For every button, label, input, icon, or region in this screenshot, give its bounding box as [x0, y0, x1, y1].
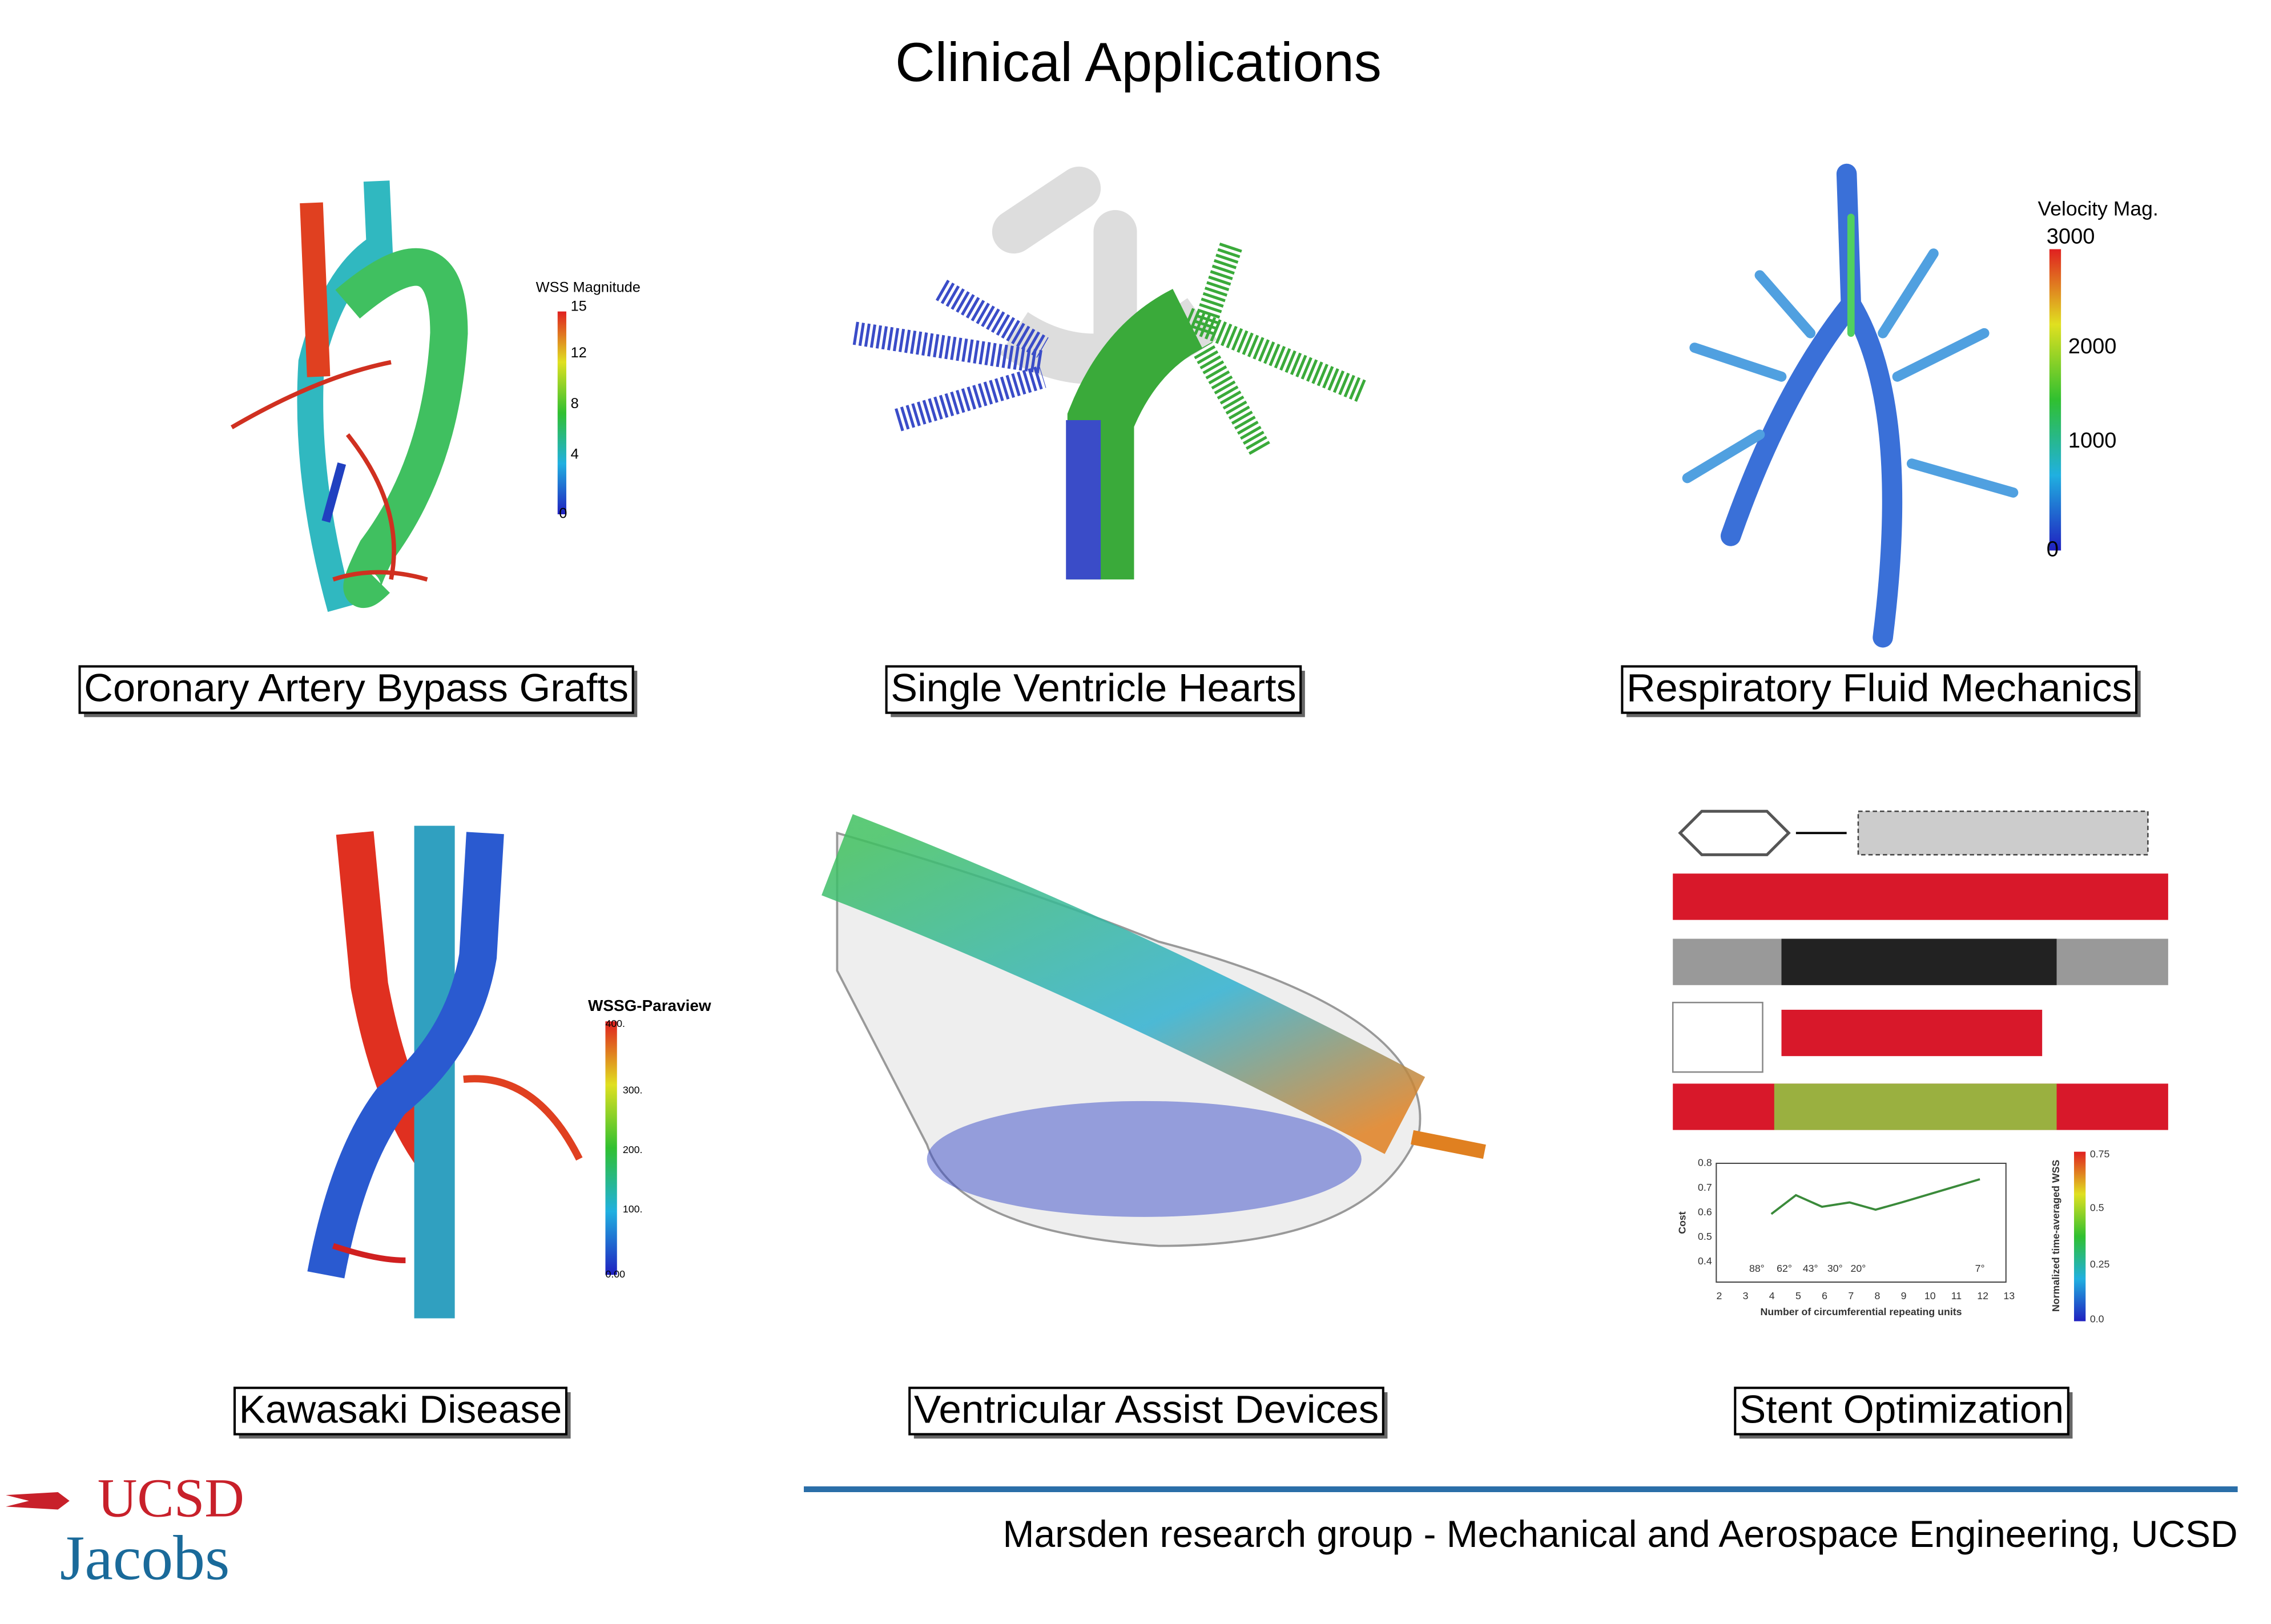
label-box	[908, 1387, 1384, 1436]
kawasaki-illustration	[307, 825, 583, 1319]
cabg-illustration	[231, 180, 468, 612]
plot-x-tick: 11	[1951, 1290, 1962, 1301]
plot-x-tick: 9	[1901, 1290, 1907, 1301]
colorbar-tick-label: 0.00	[605, 1268, 625, 1280]
panel-label: Single Ventricle Hearts	[891, 666, 1296, 710]
plot-y-tick: 0.8	[1698, 1157, 1712, 1168]
plot-x-label: Number of circumferential repeating unit…	[1761, 1306, 1962, 1317]
colorbar	[557, 311, 566, 514]
colorbar-tick-label: 4	[571, 446, 579, 462]
plot-angle-label: 30°	[1827, 1263, 1843, 1274]
colorbar	[605, 1021, 617, 1275]
plot-y-tick: 0.7	[1698, 1182, 1712, 1193]
colorbar-tick-label: 0	[2047, 537, 2059, 561]
plot-colorbar-tick: 0.75	[2090, 1148, 2110, 1159]
plot-x-tick: 7	[1848, 1290, 1854, 1301]
logo-bottom: Jacobs	[60, 1524, 230, 1594]
colorbar	[2049, 249, 2061, 551]
colorbar-title: WSS Magnitude	[536, 280, 641, 296]
slide-title: Clinical Applications	[895, 32, 1382, 93]
plot-angle-label: 62°	[1777, 1263, 1792, 1274]
plot-colorbar-tick: 0.0	[2090, 1313, 2104, 1325]
colorbar-tick-label: 1000	[2068, 429, 2117, 453]
label-box	[885, 665, 1302, 714]
colorbar-title: WSSG-Paraview	[588, 997, 711, 1014]
colorbar-title: Velocity Mag.	[2038, 197, 2159, 220]
panel-label: Coronary Artery Bypass Grafts	[84, 666, 629, 710]
plot-colorbar-tick: 0.5	[2090, 1202, 2104, 1213]
plot-x-tick: 2	[1716, 1290, 1722, 1301]
airway-illustration	[1682, 163, 2019, 648]
plot-angle-label: 88°	[1749, 1263, 1765, 1274]
plot-colorbar-tick: 0.25	[2090, 1258, 2110, 1270]
logo-top: UCSD	[98, 1467, 244, 1528]
plot-x-tick: 6	[1822, 1290, 1827, 1301]
plot-angle-label: 7°	[1975, 1263, 1985, 1274]
label-box	[1734, 1387, 2069, 1436]
plot-y-tick: 0.4	[1698, 1255, 1712, 1267]
plot-y-tick: 0.6	[1698, 1206, 1712, 1218]
plot-y-label: Cost	[1677, 1211, 1688, 1234]
panel-label: Respiratory Fluid Mechanics	[1626, 666, 2132, 710]
plot-angle-label: 43°	[1803, 1263, 1818, 1274]
plot-x-tick: 4	[1769, 1290, 1775, 1301]
plot-x-tick: 13	[2003, 1290, 2015, 1301]
colorbar-tick-label: 300.	[623, 1085, 643, 1096]
footer-text: Marsden research group - Mechanical and …	[1003, 1513, 2238, 1555]
plot-x-tick: 3	[1743, 1290, 1749, 1301]
label-box	[1621, 665, 2138, 714]
panel-label: Stent Optimization	[1740, 1388, 2064, 1432]
plot-angle-label: 20°	[1851, 1263, 1866, 1274]
colorbar-tick-label: 200.	[623, 1144, 643, 1155]
plot-x-tick: 10	[1924, 1290, 1936, 1301]
colorbar-tick-label: 400.	[605, 1018, 625, 1029]
colorbar-tick-label: 15	[571, 299, 587, 315]
panel-label: Ventricular Assist Devices	[914, 1388, 1379, 1432]
colorbar-tick-label: 100.	[623, 1203, 643, 1215]
label-box	[78, 665, 634, 714]
plot-x-tick: 12	[1977, 1290, 1988, 1301]
plot-x-tick: 5	[1795, 1290, 1801, 1301]
plot-x-tick: 8	[1875, 1290, 1881, 1301]
colorbar-tick-label: 0	[559, 506, 567, 522]
colorbar-tick-label: 2000	[2068, 335, 2117, 358]
panel-label: Kawasaki Disease	[239, 1388, 562, 1432]
colorbar-tick-label: 3000	[2047, 224, 2095, 248]
colorbar-tick-label: 12	[571, 345, 587, 361]
plot-y-tick: 0.5	[1698, 1231, 1712, 1242]
stent-illustration	[1672, 809, 2168, 1321]
colorbar-tick-label: 8	[571, 396, 579, 412]
label-box	[233, 1387, 567, 1436]
plot-colorbar-title: Normalized time-averaged WSS	[2050, 1159, 2061, 1312]
logo-mark	[6, 1492, 70, 1510]
heart-illustration	[852, 166, 1366, 580]
vad-illustration	[822, 814, 1486, 1247]
